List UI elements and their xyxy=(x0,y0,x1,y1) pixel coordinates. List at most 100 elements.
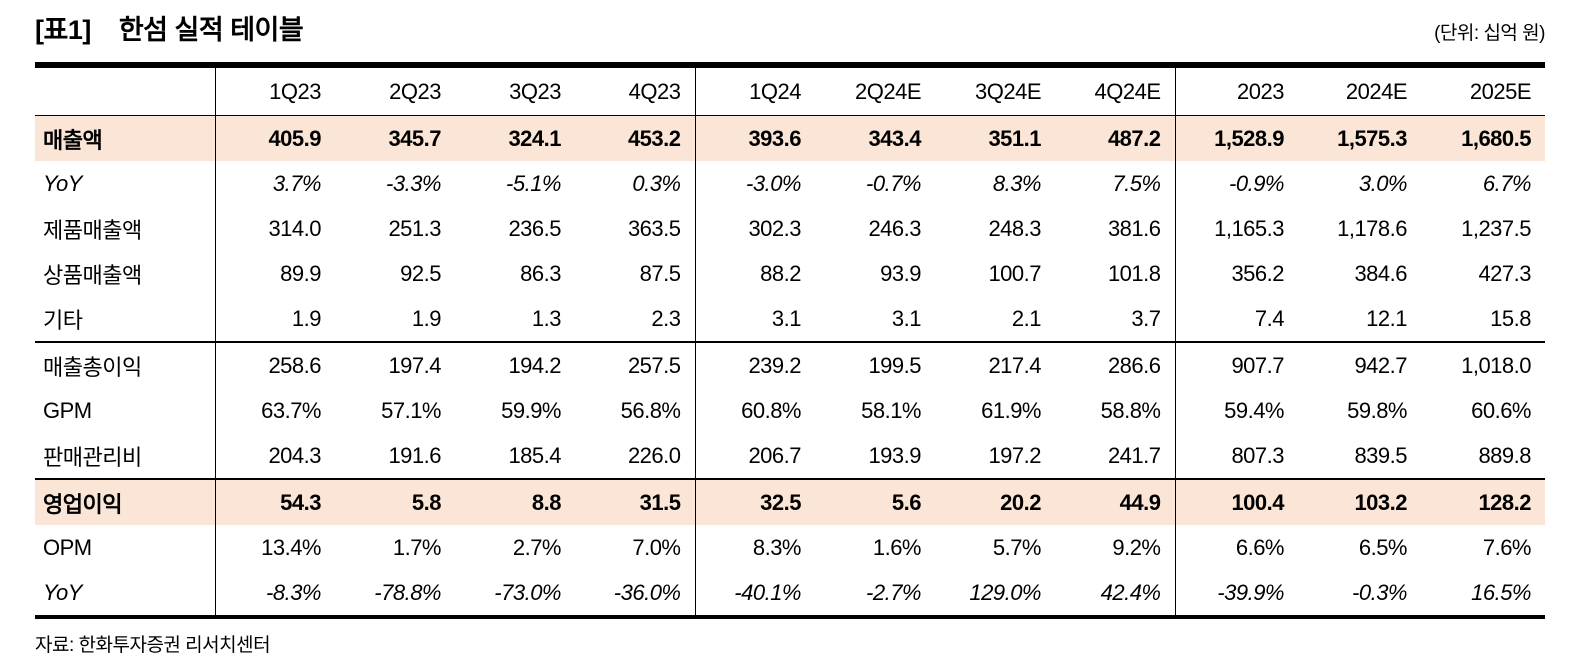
value-cell: 197.4 xyxy=(335,341,455,388)
table-row: GPM 63.7% 57.1% 59.9% 56.8% 60.8% 58.1% 61.9% 58… xyxy=(35,388,1545,433)
row-label: GPM xyxy=(35,388,216,433)
value-cell: 3.7 xyxy=(1055,296,1176,342)
value-cell: 128.2 xyxy=(1421,478,1545,525)
value-cell: 59.9% xyxy=(501,397,561,423)
value-cell: -5.1% xyxy=(506,170,561,196)
table-body: 매출액 405.9 345.7 324.1 453.2 393.6 343.4 351.1 48… xyxy=(35,115,1545,617)
source-note: 자료: 한화투자증권 리서치센터 xyxy=(35,635,271,656)
value-cell: 56.8% xyxy=(575,388,696,433)
column-header: 1Q24 xyxy=(695,65,815,116)
value-cell: 60.8% xyxy=(741,397,801,423)
value-cell: 1,680.5 xyxy=(1421,115,1545,161)
table-row: 기타 1.9 1.9 1.3 2.3 3.1 3.1 2.1 3.7 7.4 12.1 15.8 xyxy=(35,296,1545,342)
value-cell: 6.7% xyxy=(1482,170,1532,196)
value-cell: 100.4 xyxy=(1175,478,1298,525)
value-cell: 206.7 xyxy=(748,442,801,468)
value-cell: -0.3% xyxy=(1352,579,1407,605)
value-cell: 1,237.5 xyxy=(1461,215,1531,241)
table-number-tag: [표1] xyxy=(35,15,91,45)
value-cell: 286.6 xyxy=(1055,341,1176,388)
value-cell: 246.3 xyxy=(868,215,921,241)
value-cell: 8.3% xyxy=(752,534,802,560)
value-cell: 343.4 xyxy=(815,115,935,161)
value-cell: 324.1 xyxy=(455,115,575,161)
value-cell: 236.5 xyxy=(508,215,561,241)
value-cell: 199.5 xyxy=(815,341,935,388)
value-cell: 103.2 xyxy=(1298,478,1421,525)
table-row: 영업이익 54.3 5.8 8.8 31.5 32.5 5.6 20.2 44.9 100.4 10… xyxy=(35,478,1545,525)
value-cell: 2.1 xyxy=(1011,305,1042,331)
value-cell: 889.8 xyxy=(1478,442,1531,468)
value-cell: 7.6% xyxy=(1482,534,1532,560)
value-cell: 405.9 xyxy=(215,115,335,161)
value-cell: 58.8% xyxy=(1055,388,1176,433)
table-row: YoY -8.3% -78.8% -73.0% -36.0% -40.1% -2.7% 129… xyxy=(35,570,1545,617)
value-cell: 129.0% xyxy=(969,579,1041,605)
value-cell: -2.7% xyxy=(866,579,921,605)
table-row: 매출총이익 258.6 197.4 194.2 257.5 239.2 199.5 217.4… xyxy=(35,341,1545,388)
value-cell: 384.6 xyxy=(1354,260,1407,286)
value-cell: 93.9 xyxy=(880,260,921,286)
column-header: 4Q23 xyxy=(575,65,696,116)
value-cell: 1,575.3 xyxy=(1298,115,1421,161)
value-cell: 54.3 xyxy=(215,478,335,525)
table-row: 상품매출액 89.9 92.5 86.3 87.5 88.2 93.9 100.7 101.8 3… xyxy=(35,251,1545,296)
row-label: OPM xyxy=(35,525,216,570)
value-cell: 5.7% xyxy=(992,534,1042,560)
value-cell: -39.9% xyxy=(1217,579,1284,605)
row-label: 영업이익 xyxy=(35,478,216,525)
value-cell: 381.6 xyxy=(1055,206,1176,251)
value-cell: 345.7 xyxy=(335,115,455,161)
value-cell: 100.7 xyxy=(988,260,1041,286)
value-cell: 248.3 xyxy=(988,215,1041,241)
table-row: 제품매출액 314.0 251.3 236.5 363.5 302.3 246.3 248.3… xyxy=(35,206,1545,251)
table-row: YoY 3.7% -3.3% -5.1% 0.3% -3.0% -0.7% 8.3% 7.5% -… xyxy=(35,161,1545,206)
value-cell: 7.0% xyxy=(575,525,696,570)
value-cell: 6.5% xyxy=(1358,534,1408,560)
value-cell: 86.3 xyxy=(520,260,561,286)
value-cell: 16.5% xyxy=(1471,579,1531,605)
column-header: 2024E xyxy=(1298,65,1421,116)
value-cell: 487.2 xyxy=(1055,115,1176,161)
value-cell: 302.3 xyxy=(748,215,801,241)
value-cell: 59.4% xyxy=(1224,397,1284,423)
value-cell: 239.2 xyxy=(695,341,815,388)
column-header: 2025E xyxy=(1421,65,1545,116)
value-cell: 58.1% xyxy=(861,397,921,423)
value-cell: 6.6% xyxy=(1235,534,1285,560)
value-cell: 427.3 xyxy=(1478,260,1531,286)
value-cell: 2.7% xyxy=(512,534,562,560)
value-cell: 3.1 xyxy=(771,305,802,331)
value-cell: 241.7 xyxy=(1055,433,1176,479)
value-cell: 31.5 xyxy=(575,478,696,525)
value-cell: 7.5% xyxy=(1055,161,1176,206)
value-cell: 942.7 xyxy=(1298,341,1421,388)
value-cell: 217.4 xyxy=(935,341,1055,388)
value-cell: 226.0 xyxy=(575,433,696,479)
value-cell: 1.3 xyxy=(531,305,562,331)
value-cell: 1.9 xyxy=(411,305,442,331)
value-cell: -8.3% xyxy=(266,579,321,605)
header-row: 1Q23 2Q23 3Q23 4Q23 1Q24 2Q24E 3Q24E 4Q24E 2023 2… xyxy=(35,65,1545,116)
value-cell: 191.6 xyxy=(388,442,441,468)
value-cell: 2.3 xyxy=(575,296,696,342)
value-cell: 1.9 xyxy=(291,305,322,331)
value-cell: 9.2% xyxy=(1055,525,1176,570)
financial-table-container: 1Q23 2Q23 3Q23 4Q23 1Q24 2Q24E 3Q24E 4Q24E 2023 2… xyxy=(35,62,1545,619)
row-label: 매출총이익 xyxy=(35,341,216,388)
value-cell: 61.9% xyxy=(981,397,1041,423)
row-label: 기타 xyxy=(35,296,216,342)
value-cell: 1,018.0 xyxy=(1421,341,1545,388)
value-cell: 92.5 xyxy=(400,260,441,286)
value-cell: 44.9 xyxy=(1055,478,1176,525)
row-label: 상품매출액 xyxy=(35,251,216,296)
column-header: 2Q24E xyxy=(815,65,935,116)
value-cell: -0.7% xyxy=(866,170,921,196)
value-cell: -3.3% xyxy=(386,170,441,196)
value-cell: 807.3 xyxy=(1231,442,1284,468)
value-cell: 258.6 xyxy=(215,341,335,388)
value-cell: 393.6 xyxy=(695,115,815,161)
value-cell: 3.0% xyxy=(1358,170,1408,196)
value-cell: 185.4 xyxy=(508,442,561,468)
